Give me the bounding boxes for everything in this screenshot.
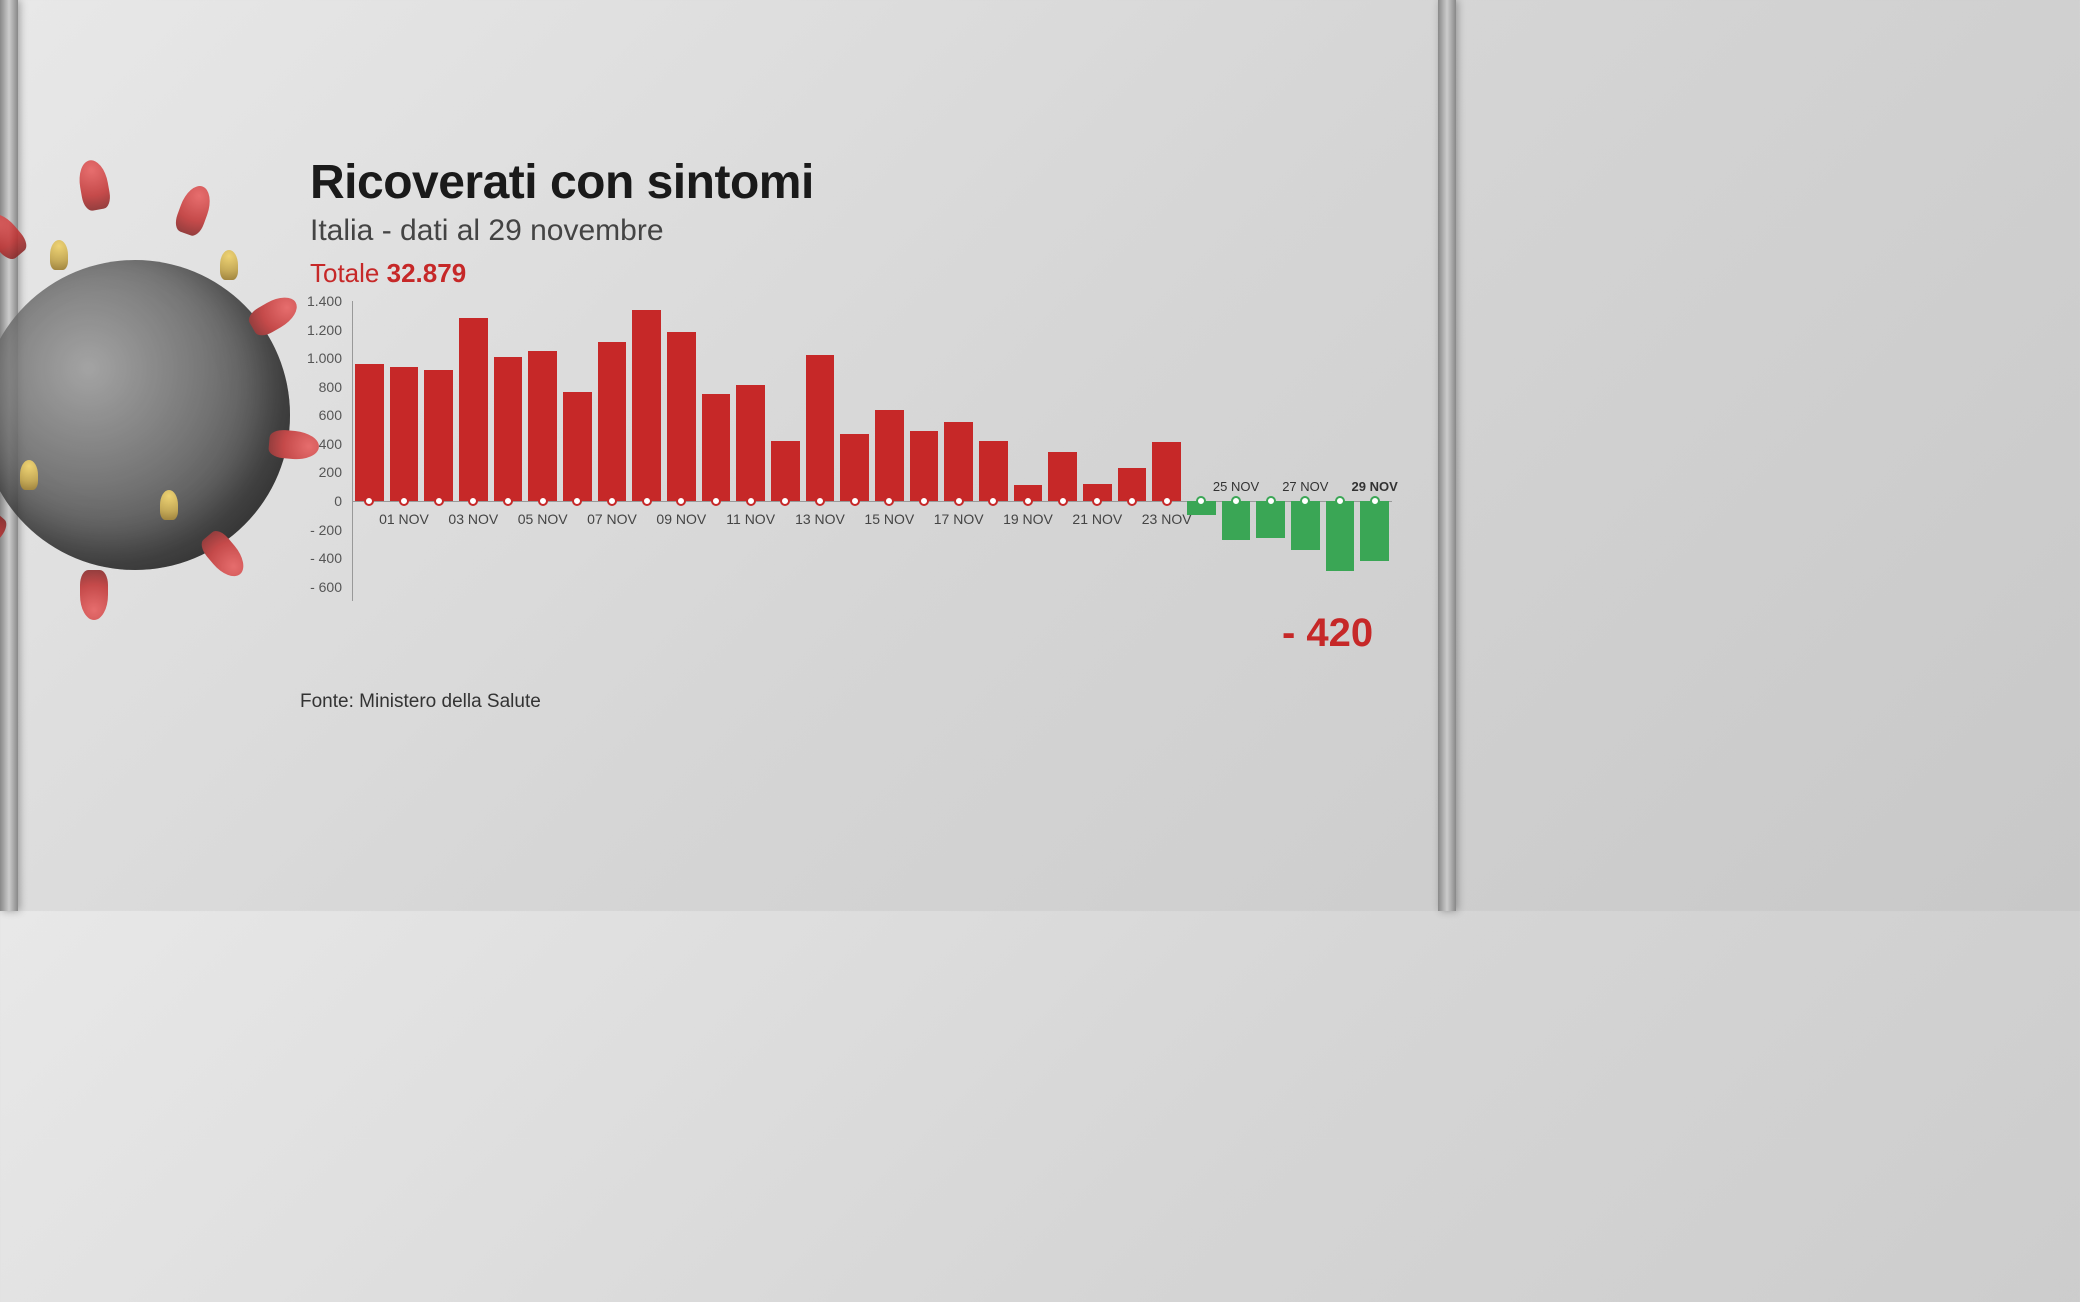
bar-marker <box>988 496 998 506</box>
plot-area: 01 NOV 03 NOV 05 NOV 07 NOV 09 NOV 11 NOV 13 N… <box>352 301 1392 631</box>
bar <box>632 310 660 501</box>
bar-marker <box>434 496 444 506</box>
bar <box>494 357 522 501</box>
bar <box>355 364 383 501</box>
x-tick-label: 13 NOV <box>795 511 845 527</box>
bar <box>1360 501 1388 561</box>
y-tick-label: 600 <box>319 407 342 423</box>
bar-chart: 1.4001.2001.0008006004002000- 200- 400- … <box>290 301 1400 631</box>
bar <box>736 385 764 501</box>
bar <box>806 355 834 501</box>
bar-marker <box>642 496 652 506</box>
bar <box>875 410 903 501</box>
y-tick-label: - 600 <box>310 579 342 595</box>
total-label: Totale <box>310 258 379 288</box>
bar-marker <box>1196 496 1206 506</box>
bar-marker <box>538 496 548 506</box>
x-tick-label: 25 NOV <box>1213 479 1259 494</box>
bar <box>563 392 591 501</box>
bar-marker <box>1335 496 1345 506</box>
bar <box>1152 442 1180 501</box>
x-tick-label: 23 NOV <box>1142 511 1192 527</box>
y-tick-label: 800 <box>319 379 342 395</box>
virus-illustration <box>0 120 340 640</box>
bar <box>1291 501 1319 550</box>
x-tick-label: 15 NOV <box>864 511 914 527</box>
bar <box>944 422 972 501</box>
x-tick-label: 05 NOV <box>518 511 568 527</box>
chart-panel: Ricoverati con sintomi Italia - dati al … <box>310 155 1400 713</box>
x-tick-label: 19 NOV <box>1003 511 1053 527</box>
bar-marker <box>1092 496 1102 506</box>
x-tick-label: 27 NOV <box>1282 479 1328 494</box>
bar <box>979 441 1007 501</box>
y-tick-label: 0 <box>334 493 342 509</box>
total-value: 32.879 <box>387 258 467 288</box>
x-tick-label: 07 NOV <box>587 511 637 527</box>
bar-marker <box>1162 496 1172 506</box>
y-tick-label: - 200 <box>310 522 342 538</box>
bar-marker <box>607 496 617 506</box>
bar <box>702 394 730 501</box>
bar <box>1048 452 1076 501</box>
bar-marker <box>884 496 894 506</box>
bar <box>598 342 626 501</box>
x-tick-label: 11 NOV <box>726 511 775 527</box>
bar-marker <box>850 496 860 506</box>
bar <box>424 370 452 501</box>
x-tick-label: 17 NOV <box>934 511 984 527</box>
bar-marker <box>468 496 478 506</box>
x-tick-label: 29 NOV <box>1352 479 1398 494</box>
bar-marker <box>780 496 790 506</box>
bar-marker <box>676 496 686 506</box>
chart-title: Ricoverati con sintomi <box>310 155 1400 210</box>
y-tick-label: 1.400 <box>307 293 342 309</box>
bar <box>1326 501 1354 571</box>
bar-marker <box>572 496 582 506</box>
bar-marker <box>954 496 964 506</box>
x-tick-label: 21 NOV <box>1072 511 1122 527</box>
y-axis: 1.4001.2001.0008006004002000- 200- 400- … <box>290 301 348 631</box>
y-tick-label: 200 <box>319 464 342 480</box>
y-tick-label: 400 <box>319 436 342 452</box>
bar-marker <box>1231 496 1241 506</box>
bar-marker <box>1127 496 1137 506</box>
bar <box>910 431 938 501</box>
callout-value: - 420 <box>1282 611 1373 656</box>
bar-marker <box>711 496 721 506</box>
bar-marker <box>919 496 929 506</box>
bar-marker <box>399 496 409 506</box>
bar <box>459 318 487 501</box>
bar-marker <box>364 496 374 506</box>
bar-marker <box>1266 496 1276 506</box>
source-text: Fonte: Ministero della Salute <box>300 691 1400 713</box>
total-line: Totale 32.879 <box>310 258 1400 289</box>
bar <box>528 351 556 501</box>
bar <box>771 441 799 501</box>
y-tick-label: 1.000 <box>307 350 342 366</box>
frame-right <box>1438 0 1456 911</box>
bar-marker <box>1023 496 1033 506</box>
chart-subtitle: Italia - dati al 29 novembre <box>310 214 1400 248</box>
x-tick-label: 09 NOV <box>656 511 706 527</box>
bar-marker <box>815 496 825 506</box>
bar <box>667 332 695 501</box>
bar <box>1222 501 1250 540</box>
bar <box>390 367 418 501</box>
y-tick-label: 1.200 <box>307 322 342 338</box>
bar-marker <box>1300 496 1310 506</box>
x-tick-label: 03 NOV <box>448 511 498 527</box>
bar-marker <box>1058 496 1068 506</box>
bar-marker <box>503 496 513 506</box>
y-axis-line <box>352 301 353 601</box>
bar <box>1256 501 1284 538</box>
bar <box>840 434 868 501</box>
x-tick-label: 01 NOV <box>379 511 429 527</box>
y-tick-label: - 400 <box>310 550 342 566</box>
bar-marker <box>1370 496 1380 506</box>
bar-marker <box>746 496 756 506</box>
